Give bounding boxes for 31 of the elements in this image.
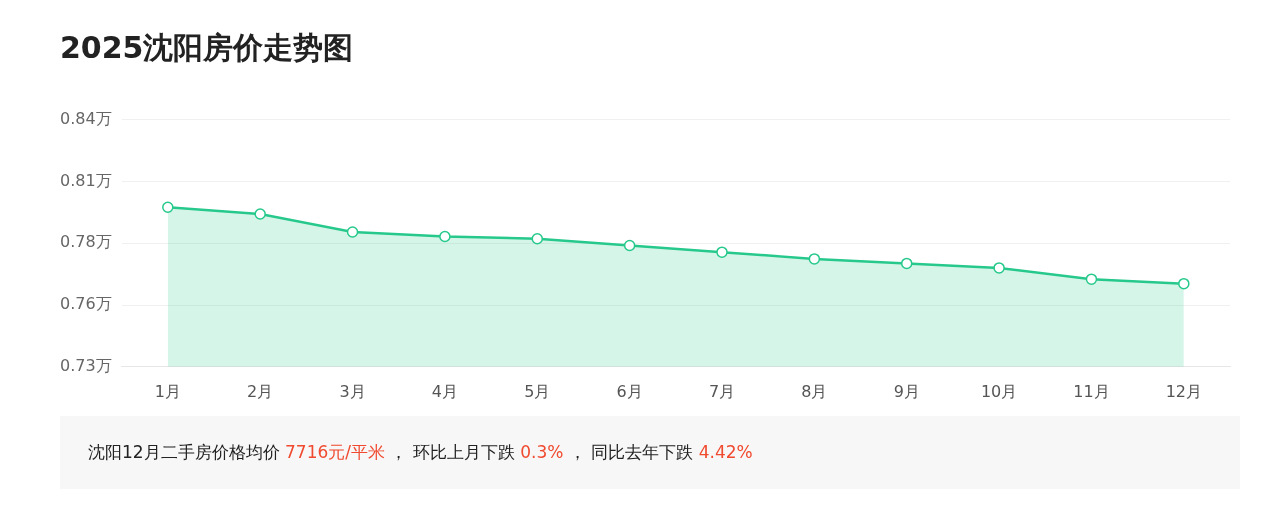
- y-tick-label: 0.81万: [60, 170, 112, 190]
- point: [1085, 273, 1098, 285]
- x-tick-label: 8月: [801, 381, 828, 401]
- x-tick-label: 9月: [893, 381, 920, 401]
- point: [900, 257, 913, 270]
- x-tick-label: 11月: [1073, 381, 1110, 401]
- text: 沈阳12月二手房价格均价 7716元/平米 ， 环比上月下跌 0.3% ， 同比去年下跌 4.42%: [60, 416, 1240, 489]
- x-tick-label: 5月: [524, 381, 551, 401]
- point: [1178, 277, 1190, 290]
- point: [254, 208, 266, 220]
- x-tick-label: 1月: [154, 381, 181, 401]
- point: [716, 246, 728, 258]
- x-tick-label: 12月: [1165, 381, 1202, 401]
- point: [439, 230, 451, 243]
- point: [623, 239, 636, 252]
- x-tick-label: 4月: [431, 381, 458, 401]
- chart-title: 2025沈阳房价走势图: [60, 29, 354, 67]
- x-tick-label: 10月: [980, 381, 1018, 401]
- y-tick-label: 0.76万: [60, 294, 112, 314]
- point: [808, 253, 821, 265]
- point: [162, 201, 174, 213]
- y-tick-label: 0.84万: [60, 108, 112, 128]
- point: [346, 226, 359, 238]
- x-tick-label: 3月: [339, 381, 366, 401]
- point: [531, 232, 544, 245]
- x-tick-label: 2月: [247, 381, 274, 401]
- x-tick-label: 6月: [616, 381, 643, 401]
- x-tick-label: 7月: [708, 381, 736, 401]
- y-tick-label: 0.73万: [60, 355, 112, 375]
- point: [993, 262, 1005, 274]
- y-tick-label: 0.78万: [60, 232, 112, 252]
